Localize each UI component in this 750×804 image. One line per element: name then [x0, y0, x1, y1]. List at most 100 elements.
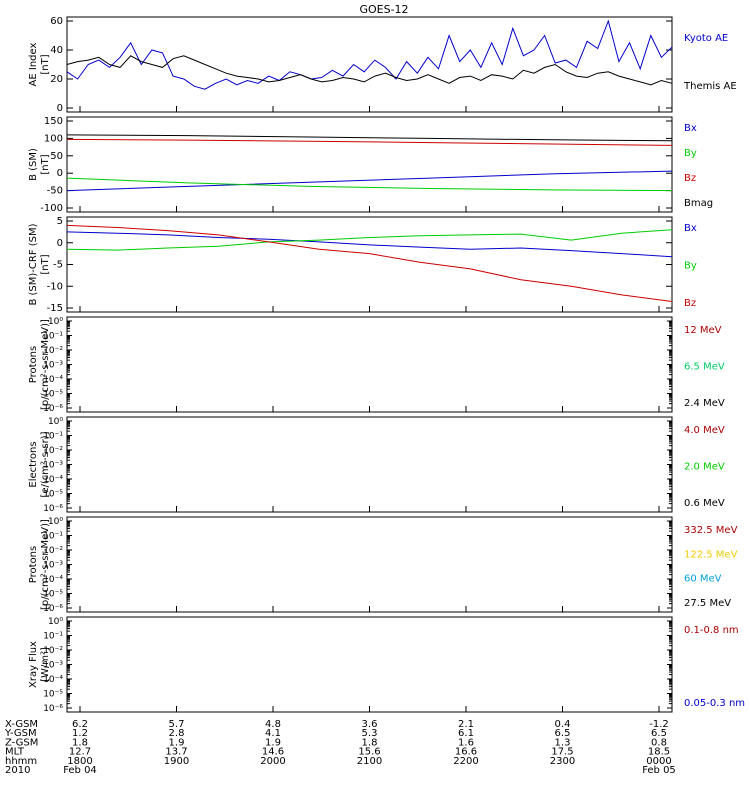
x-tick-label: 2200 [453, 756, 478, 767]
y-axis-label-0-1: [nT] [40, 54, 51, 74]
y-axis-label-6-1: [W/m²] [40, 647, 51, 682]
series-line-2-1 [66, 229, 673, 251]
y-tick-label-0: 40 [50, 45, 63, 56]
y-axis-label-4-0: Electrons [28, 441, 39, 487]
x-row-label: MLT [5, 747, 25, 758]
legend-4-1: 2.0 MeV [684, 462, 725, 473]
x-tick-label: 5.7 [169, 719, 185, 730]
y-tick-label-6: 10⁻⁵ [43, 690, 63, 700]
series-line-1-0 [66, 170, 673, 192]
legend-6-1: 0.05-0.3 nm [684, 698, 745, 709]
y-tick-label-6: 10⁻⁶ [43, 704, 63, 714]
y-tick-label-4: 10⁻⁵ [43, 490, 63, 500]
y-axis-label-5-0: Protons [28, 546, 39, 583]
x-tick-label: 4.1 [265, 728, 281, 739]
y-tick-label-4: 10⁻⁴ [43, 475, 63, 485]
y-axis-label-1-1: [nT] [40, 154, 51, 174]
y-tick-label-5: 10⁻⁵ [43, 590, 63, 600]
y-axis-label-2-1: [nT] [40, 254, 51, 274]
x-tick-label: 14.6 [262, 747, 284, 758]
x-tick-label: 1.6 [458, 737, 474, 748]
y-axis-label-0-0: AE Index [28, 42, 39, 86]
x-row-label: Z-GSM [5, 737, 38, 748]
y-tick-label-1: 150 [44, 116, 63, 127]
x-tick-label: 6.5 [651, 728, 667, 739]
series-line-0-0 [66, 19, 673, 90]
x-tick-label: 1800 [67, 756, 92, 767]
panel-frame-2 [66, 216, 673, 313]
y-axis-label-4-1: [e/(cm²-s-sr)] [40, 431, 51, 497]
x-tick-label: -1.2 [649, 719, 669, 730]
x-tick-label: 15.6 [358, 747, 380, 758]
panel-frame-4 [66, 416, 673, 513]
x-row-label: 2010 [5, 765, 30, 776]
panel-frame-1 [66, 116, 673, 213]
x-tick-label: 2100 [357, 756, 382, 767]
y-tick-label-4: 10⁰ [48, 417, 63, 427]
y-tick-label-2: -5 [53, 260, 63, 271]
legend-1-2: Bz [684, 173, 696, 184]
x-tick-label: 2.1 [458, 719, 474, 730]
y-axis-label-3-1: [p/(cm²-s-sr-MeV)] [40, 319, 51, 410]
y-axis-label-6-0: Xray Flux [28, 641, 39, 688]
legend-2-2: Bz [684, 298, 696, 309]
y-tick-label-5: 10⁻⁴ [43, 575, 63, 585]
y-tick-label-2: -10 [47, 281, 63, 292]
y-tick-label-6: 10⁻⁴ [43, 675, 63, 685]
x-tick-label: 5.3 [362, 728, 378, 739]
y-tick-label-6: 10⁰ [48, 617, 63, 627]
y-tick-label-5: 10⁻⁶ [43, 604, 63, 614]
x-tick-label: 1.9 [169, 737, 185, 748]
x-tick-label: 4.8 [265, 719, 281, 730]
y-tick-label-0: 20 [50, 74, 63, 85]
y-tick-label-4: 10⁻³ [43, 461, 63, 471]
y-tick-label-4: 10⁻² [43, 446, 63, 456]
x-tick-label: 1.8 [362, 737, 378, 748]
legend-3-2: 2.4 MeV [684, 398, 725, 409]
x-tick-label: 1.9 [265, 737, 281, 748]
y-tick-label-3: 10⁻² [43, 346, 63, 356]
legend-0-0: Kyoto AE [684, 33, 728, 44]
y-tick-label-1: -100 [40, 203, 63, 214]
y-tick-label-2: 0 [57, 238, 63, 249]
series-line-1-3 [66, 134, 673, 142]
x-tick-label: 3.6 [362, 719, 378, 730]
y-tick-label-3: 10⁻¹ [43, 332, 63, 342]
series-line-1-2 [66, 138, 673, 146]
x-tick-label: 6.1 [458, 728, 474, 739]
series-line-2-0 [66, 231, 673, 258]
x-tick-label: 6.2 [72, 719, 88, 730]
y-tick-label-2: -15 [47, 303, 63, 314]
y-tick-label-6: 10⁻¹ [43, 632, 63, 642]
x-tick-label: 1.3 [555, 737, 571, 748]
legend-5-2: 60 MeV [684, 574, 722, 585]
y-tick-label-4: 10⁻⁶ [43, 504, 63, 514]
y-axis-label-5-1: [p/(cm²-s-sr-MeV)] [40, 519, 51, 610]
y-tick-label-2: 5 [57, 216, 63, 227]
series-line-1-1 [66, 177, 673, 192]
legend-1-0: Bx [684, 123, 697, 134]
y-tick-label-1: 100 [44, 133, 63, 144]
x-tick-label: 13.7 [165, 747, 187, 758]
x-tick-label: 0.4 [555, 719, 571, 730]
legend-0-1: Themis AE [683, 81, 737, 92]
panel-frame-3 [66, 316, 673, 413]
x-tick-label: 6.5 [555, 728, 571, 739]
legend-4-2: 0.6 MeV [684, 498, 725, 509]
x-tick-label: 0000 [646, 756, 671, 767]
x-row-label: X-GSM [5, 719, 38, 730]
legend-6-0: 0.1-0.8 nm [684, 625, 739, 636]
x-tick-label: 18.5 [648, 747, 670, 758]
y-tick-label-3: 10⁻⁴ [43, 375, 63, 385]
legend-3-1: 6.5 MeV [684, 362, 725, 373]
x-tick-label: 1.2 [72, 728, 88, 739]
panel-frame-6 [66, 616, 673, 713]
y-axis-label-2-0: B (SM)-CRF (SM) [28, 223, 39, 305]
y-tick-label-0: 60 [50, 16, 63, 27]
x-tick-label: 16.6 [455, 747, 477, 758]
legend-5-1: 122.5 MeV [684, 549, 738, 560]
legend-2-0: Bx [684, 223, 697, 234]
x-tick-label: 2000 [260, 756, 285, 767]
